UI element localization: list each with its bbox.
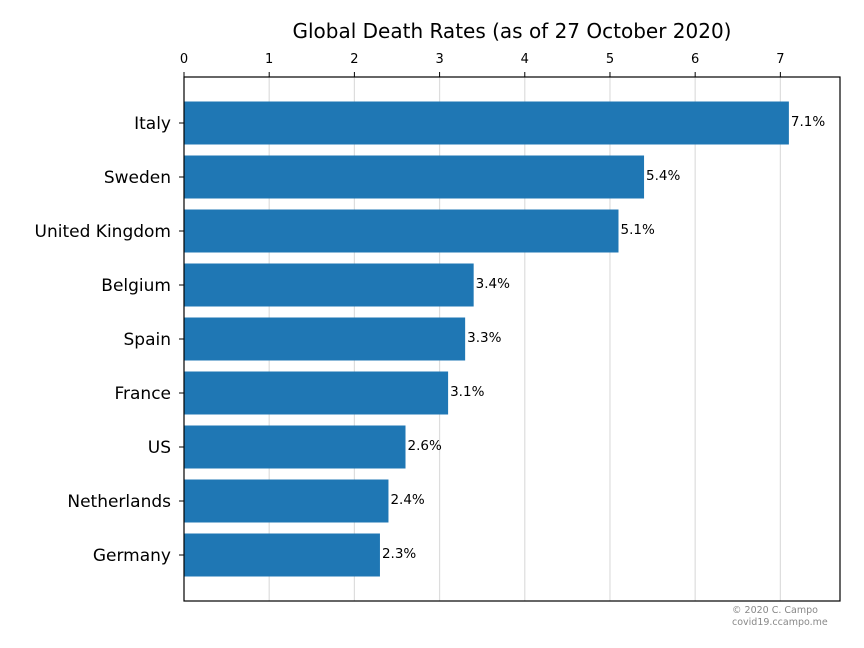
x-tick-label: 5 (606, 52, 614, 67)
x-tick-label: 3 (435, 52, 443, 67)
x-tick-label: 4 (521, 52, 529, 67)
y-tick-label: Netherlands (67, 492, 171, 512)
data-label: 2.4% (390, 492, 424, 508)
plot-frame (183, 76, 841, 602)
y-tick-label: Italy (134, 114, 171, 134)
x-tick-label: 2 (350, 52, 358, 67)
y-tick-label: France (114, 384, 171, 404)
data-label: 3.4% (476, 276, 510, 292)
bar (184, 155, 645, 199)
data-label: 5.1% (620, 222, 654, 238)
data-label: 5.4% (646, 168, 680, 184)
bar (184, 317, 466, 361)
bar (184, 371, 449, 415)
y-tick-label: US (148, 438, 171, 458)
chart-title: Global Death Rates (as of 27 October 202… (292, 19, 731, 43)
bars (184, 101, 789, 577)
bar (184, 101, 789, 145)
y-tick-label: United Kingdom (35, 222, 171, 242)
y-tick-label: Spain (124, 330, 172, 350)
bar (184, 533, 380, 577)
credit-copyright: © 2020 C. Campo (732, 605, 818, 616)
x-tick-label: 6 (691, 52, 699, 67)
data-label: 7.1% (791, 114, 825, 130)
data-label: 2.3% (382, 546, 416, 562)
x-tick-label: 1 (265, 52, 273, 67)
bar (184, 479, 389, 523)
y-tick-label: Germany (93, 546, 171, 566)
data-label: 3.1% (450, 384, 484, 400)
credit: © 2020 C. Campo covid19.ccampo.me (732, 605, 828, 629)
x-tick-labels: 0 1 2 3 4 5 6 7 (180, 52, 785, 77)
data-label: 3.3% (467, 330, 501, 346)
x-tick-label: 0 (180, 52, 188, 67)
data-label: 2.6% (408, 438, 442, 454)
bar (184, 263, 474, 307)
y-tick-labels: Italy Sweden United Kingdom Belgium Spain Fra… (35, 114, 184, 566)
y-tick-label: Sweden (104, 168, 171, 188)
credit-url: covid19.ccampo.me (732, 617, 828, 628)
data-labels: 7.1% 5.4% 5.1% 3.4% 3.3% 3.1% 2.6% 2.4% 2.3% (382, 114, 825, 562)
bar (184, 209, 619, 253)
y-tick-label: Belgium (101, 276, 171, 296)
bar (184, 425, 406, 469)
x-tick-label: 7 (776, 52, 784, 67)
